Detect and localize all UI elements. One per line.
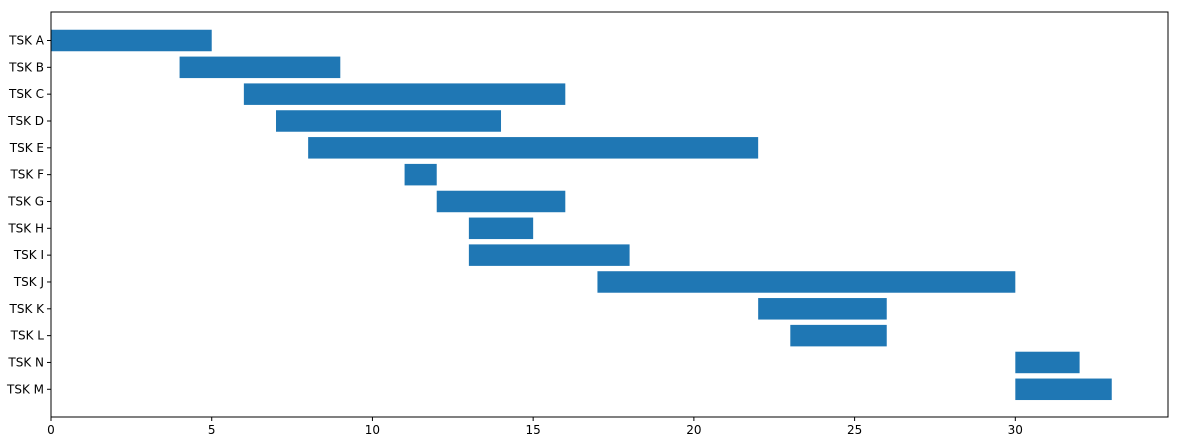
plot-area [51, 12, 1168, 417]
y-tick-label: TSK G [7, 194, 44, 208]
task-bar [404, 163, 437, 186]
y-tick-label: TSK N [7, 355, 44, 369]
x-tick-label: 15 [526, 423, 541, 437]
x-axis: 0 5 10 15 20 25 30 [47, 417, 1023, 437]
x-tick-label: 30 [1008, 423, 1023, 437]
y-tick-label: TSK L [10, 329, 45, 343]
plot-frame [50, 11, 1169, 418]
task-bar [790, 324, 887, 347]
task-bar [468, 244, 630, 266]
task-bar [243, 83, 566, 105]
y-tick-label: TSK C [8, 87, 44, 101]
task-bar [276, 110, 502, 132]
x-tick-label: 25 [847, 423, 862, 437]
y-tick-label: TSK K [9, 302, 46, 316]
task-bar [436, 190, 566, 213]
task-bar [468, 217, 534, 240]
y-tick-label: TSK B [8, 60, 44, 74]
task-bar [597, 271, 1016, 293]
y-tick-label: TSK F [9, 168, 44, 182]
y-tick-label: TSK M [6, 382, 44, 396]
x-tick-label: 0 [47, 423, 55, 437]
y-axis: TSK A TSK B TSK C TSK D TSK E TSK F TSK G TSK H… [6, 34, 51, 396]
x-tick-label: 20 [686, 423, 701, 437]
task-bar [308, 137, 759, 159]
task-bar [51, 29, 212, 52]
x-tick-label: 5 [208, 423, 216, 437]
task-bar [758, 298, 887, 320]
x-tick-label: 10 [365, 423, 380, 437]
y-tick-label: TSK E [9, 141, 44, 155]
task-bar [1015, 378, 1112, 401]
y-tick-label: TSK J [13, 275, 44, 289]
bars-group [51, 29, 1112, 401]
task-bar [1015, 351, 1080, 374]
y-tick-label: TSK D [7, 114, 44, 128]
task-bar [179, 56, 341, 79]
y-tick-label: TSK A [8, 34, 45, 48]
y-tick-label: TSK I [13, 248, 44, 262]
y-tick-label: TSK H [7, 221, 44, 235]
